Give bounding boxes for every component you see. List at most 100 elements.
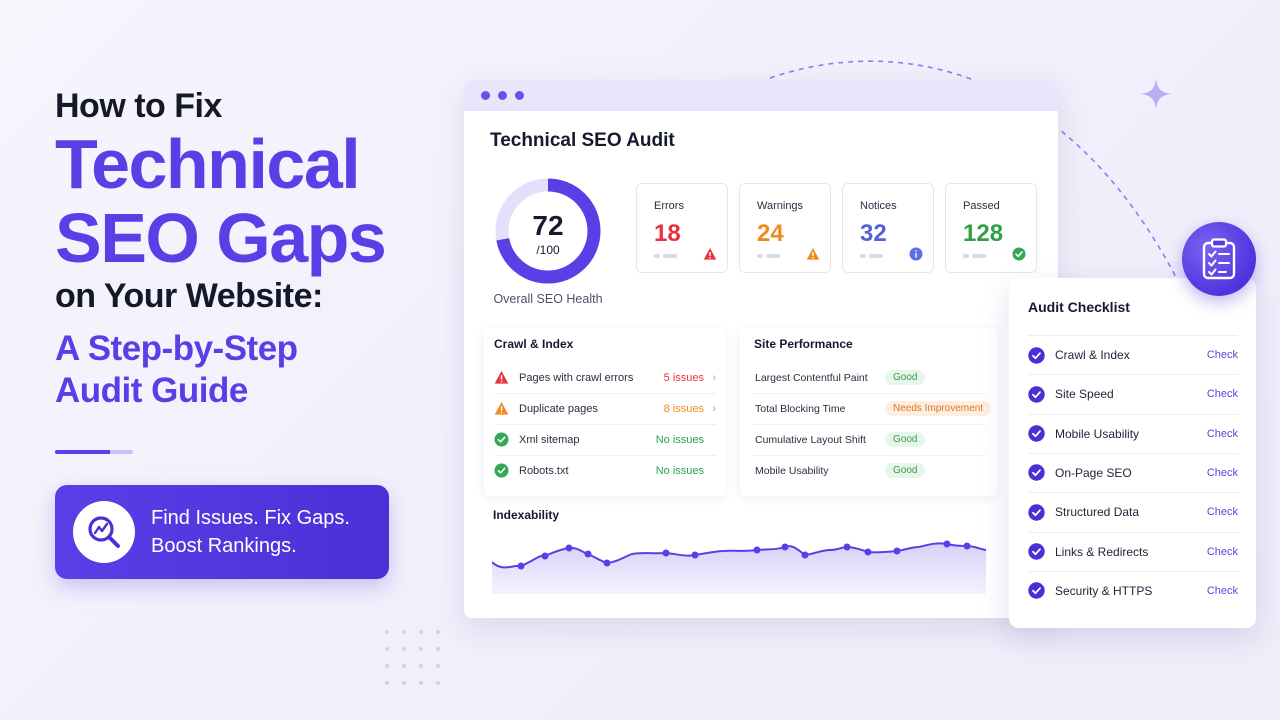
checklist-item-label: Structured Data	[1055, 505, 1140, 520]
crawl-row-value: 5 issues	[663, 371, 704, 384]
check-link[interactable]: Check	[1206, 506, 1238, 519]
info-circle-icon	[909, 247, 923, 261]
crawl-index-panel: Crawl & Index Pages with crawl errors 5 …	[484, 328, 726, 496]
cta-text: Find Issues. Fix Gaps. Boost Rankings.	[151, 504, 350, 560]
perf-row-label: Cumulative Layout Shift	[755, 433, 866, 446]
check-circle-icon	[1028, 464, 1045, 482]
indexability-chart	[492, 540, 986, 594]
stat-value: 24	[757, 220, 784, 247]
check-link[interactable]: Check	[1206, 427, 1238, 440]
hero: How to Fix Technical SEO Gaps on Your We…	[55, 86, 455, 412]
audit-window: Technical SEO Audit 72 /100 Overall SEO …	[464, 80, 1058, 618]
checklist-title: Audit Checklist	[1028, 299, 1130, 315]
hero-title-line1: How to Fix	[55, 87, 222, 125]
checklist-item-label: Crawl & Index	[1055, 348, 1130, 362]
checklist-item[interactable]: Site Speed Check	[1028, 374, 1238, 413]
stat-card-warnings[interactable]: Warnings 24	[739, 183, 831, 273]
decorative-arc	[769, 60, 1181, 286]
analytics-search-icon	[73, 501, 135, 563]
check-link[interactable]: Check	[1206, 388, 1238, 401]
clipboard-checklist-icon	[1182, 222, 1256, 296]
window-dot-icon[interactable]	[498, 91, 507, 100]
status-badge: Needs Improvement	[885, 401, 992, 416]
stat-card-passed[interactable]: Passed 128	[945, 183, 1037, 273]
seo-score-max: /100	[536, 243, 560, 257]
seo-score-label: Overall SEO Health	[493, 292, 603, 306]
window-dot-icon[interactable]	[481, 91, 490, 100]
crawl-row-label: Xml sitemap	[519, 433, 580, 446]
hero-subtitle-line1: A Step-by-Step	[55, 329, 298, 368]
checklist-item-label: Links & Redirects	[1055, 544, 1149, 559]
check-link[interactable]: Check	[1206, 466, 1238, 479]
hero-divider	[55, 450, 133, 454]
window-dot-icon[interactable]	[515, 91, 524, 100]
audit-checklist-card: Audit Checklist Crawl & Index Check Site S…	[1009, 278, 1256, 628]
check-circle-icon	[1012, 247, 1026, 261]
check-circle-icon	[1028, 425, 1045, 442]
stat-label: Warnings	[757, 200, 804, 212]
check-circle-icon	[1028, 543, 1045, 560]
panel-title: Site Performance	[754, 337, 853, 351]
checklist-item[interactable]: Crawl & Index Check	[1028, 335, 1238, 374]
check-circle-icon	[494, 463, 509, 478]
checklist-item[interactable]: Links & Redirects Check	[1028, 531, 1238, 571]
check-circle-icon	[1028, 582, 1045, 599]
check-circle-icon	[494, 432, 509, 447]
chevron-right-icon[interactable]: ›	[712, 371, 716, 384]
perf-row-label: Largest Contentful Paint	[755, 371, 868, 384]
stat-value: 128	[963, 220, 1004, 247]
seo-score: 72	[532, 210, 564, 241]
check-link[interactable]: Check	[1206, 545, 1238, 558]
crawl-row-label: Duplicate pages	[519, 402, 598, 415]
status-badge: Good	[885, 432, 926, 447]
decorative-dots	[380, 625, 445, 690]
chevron-right-icon[interactable]: ›	[712, 402, 716, 415]
crawl-row-value: No issues	[655, 433, 704, 446]
checklist-item[interactable]: Structured Data Check	[1028, 492, 1238, 531]
status-badge: Good	[885, 370, 926, 385]
check-link[interactable]: Check	[1206, 349, 1238, 361]
hero-title-line4: on Your Website:	[55, 277, 323, 315]
cta-line1: Find Issues. Fix Gaps.	[151, 507, 350, 529]
checklist-item[interactable]: Security & HTTPS Check	[1028, 570, 1238, 610]
status-badge: Good	[885, 463, 926, 478]
stat-label: Errors	[654, 200, 684, 212]
perf-row[interactable]: Total Blocking Time Needs Improvement	[755, 393, 995, 424]
warning-triangle-icon	[494, 402, 509, 415]
check-link[interactable]: Check	[1206, 584, 1238, 597]
stat-card-errors[interactable]: Errors 18	[636, 183, 728, 273]
window-titlebar	[464, 80, 1058, 111]
stat-card-notices[interactable]: Notices 32	[842, 183, 934, 273]
checklist-item[interactable]: On-Page SEO Check	[1028, 452, 1238, 492]
checklist-item-label: Security & HTTPS	[1055, 583, 1153, 598]
stat-label: Notices	[860, 200, 897, 212]
hero-subtitle: A Step-by-Step Audit Guide	[55, 328, 455, 412]
perf-row[interactable]: Largest Contentful Paint Good	[755, 362, 995, 393]
crawl-row[interactable]: Xml sitemap No issues	[494, 424, 716, 455]
crawl-row-label: Pages with crawl errors	[519, 371, 634, 384]
checklist-item-label: On-Page SEO	[1055, 465, 1132, 480]
crawl-row[interactable]: Pages with crawl errors 5 issues ›	[494, 362, 716, 393]
cta-banner[interactable]: Find Issues. Fix Gaps. Boost Rankings.	[55, 485, 389, 579]
site-performance-panel: Site Performance Largest Contentful Pain…	[740, 328, 998, 496]
indexability-title: Indexability	[493, 508, 560, 522]
perf-row[interactable]: Cumulative Layout Shift Good	[755, 424, 995, 455]
crawl-row[interactable]: Robots.txt No issues	[494, 455, 716, 486]
hero-title-line2: Technical	[55, 125, 361, 203]
perf-row-label: Mobile Usability	[755, 464, 829, 477]
perf-row-label: Total Blocking Time	[755, 402, 846, 415]
checklist-item[interactable]: Mobile Usability Check	[1028, 413, 1238, 453]
stat-value: 18	[654, 220, 681, 247]
warning-triangle-icon	[806, 248, 820, 260]
checklist-item-label: Mobile Usability	[1055, 426, 1140, 441]
perf-row[interactable]: Mobile Usability Good	[755, 455, 995, 486]
checklist-item-label: Site Speed	[1055, 387, 1114, 402]
check-circle-icon	[1028, 346, 1045, 364]
panel-title: Crawl & Index	[494, 337, 574, 351]
check-circle-icon	[1028, 503, 1045, 521]
check-circle-icon	[1028, 386, 1045, 403]
crawl-row[interactable]: Duplicate pages 8 issues ›	[494, 393, 716, 424]
crawl-row-value: No issues	[655, 464, 704, 477]
stat-value: 32	[860, 220, 887, 247]
hero-subtitle-line2: Audit Guide	[55, 371, 248, 410]
